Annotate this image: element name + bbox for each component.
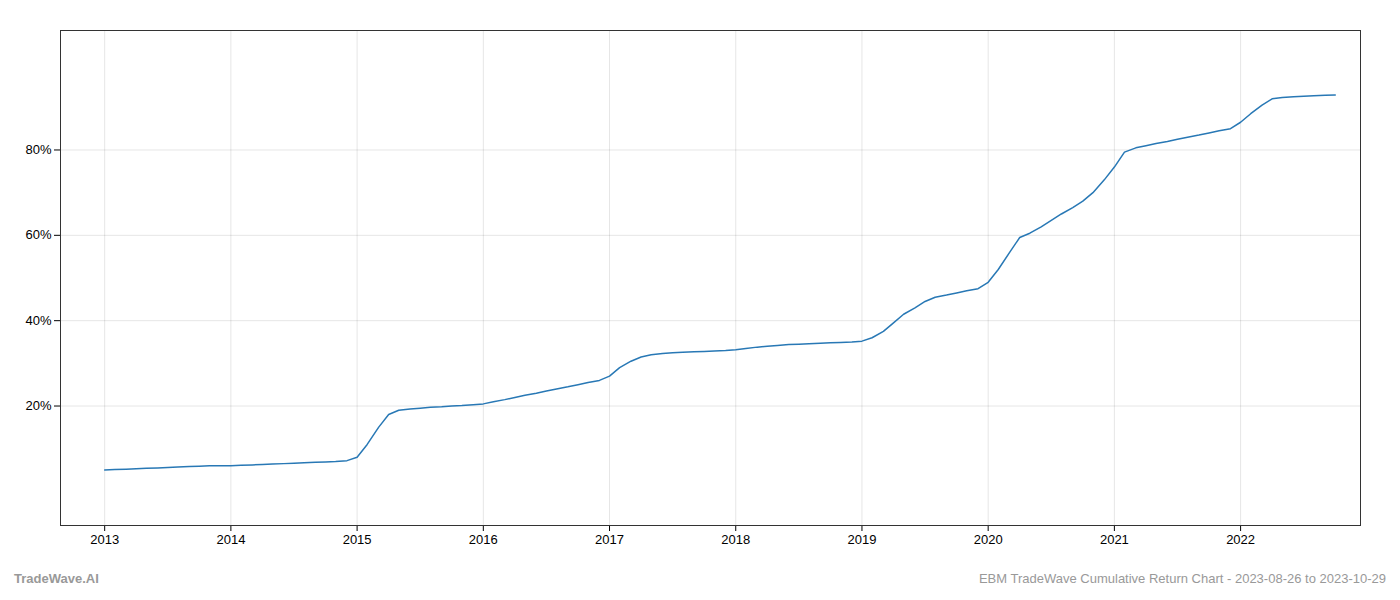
svg-text:20%: 20% [25,398,51,413]
svg-text:2019: 2019 [847,532,876,547]
svg-text:80%: 80% [25,142,51,157]
svg-text:2017: 2017 [595,532,624,547]
svg-text:2020: 2020 [974,532,1003,547]
svg-text:2018: 2018 [721,532,750,547]
svg-text:2022: 2022 [1226,532,1255,547]
svg-text:40%: 40% [25,313,51,328]
html-text:TradeWave.AI: TradeWave.AI [14,571,99,586]
html-text:EBM TradeWave Cumulative Retur: EBM TradeWave Cumulative Return Chart - … [978,571,1386,586]
svg-text:2013: 2013 [90,532,119,547]
svg-text:2014: 2014 [216,532,245,547]
svg-text:2021: 2021 [1100,532,1129,547]
svg-text:2016: 2016 [469,532,498,547]
svg-text:60%: 60% [25,227,51,242]
svg-text:2015: 2015 [343,532,372,547]
